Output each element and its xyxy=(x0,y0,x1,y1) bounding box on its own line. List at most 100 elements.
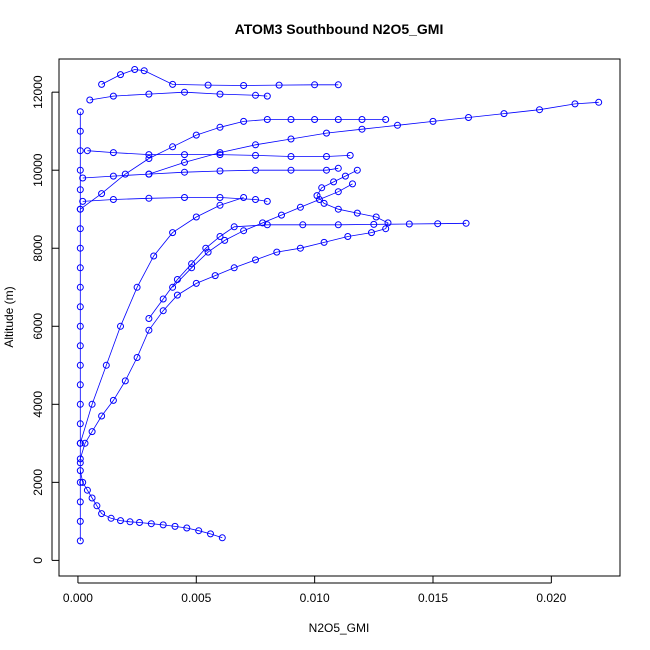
data-point xyxy=(252,151,259,159)
data-point xyxy=(216,201,224,209)
data-point xyxy=(216,123,224,131)
data-point xyxy=(88,494,96,502)
data-point xyxy=(147,520,155,528)
data-point xyxy=(76,205,84,213)
y-axis-label: Altitude (m) xyxy=(2,286,16,347)
data-point xyxy=(98,190,106,198)
data-point xyxy=(145,326,153,334)
data-point xyxy=(273,248,281,256)
data-point xyxy=(216,149,224,157)
data-point xyxy=(109,396,117,404)
data-point xyxy=(136,519,143,526)
data-point xyxy=(76,283,84,291)
data-point xyxy=(252,91,259,99)
data-point xyxy=(133,283,141,291)
data-point xyxy=(76,108,84,116)
data-point xyxy=(76,400,84,408)
data-point xyxy=(145,90,153,98)
data-point xyxy=(86,96,94,104)
data-point xyxy=(145,170,153,178)
data-point xyxy=(109,149,117,157)
data-point xyxy=(368,229,375,237)
y-tick-label: 2000 xyxy=(31,469,45,496)
x-tick-label: 0.020 xyxy=(536,591,566,605)
data-point xyxy=(98,412,106,420)
series-line xyxy=(80,119,386,210)
data-point xyxy=(434,220,442,228)
data-point xyxy=(211,272,219,280)
data-point xyxy=(102,361,110,369)
data-point xyxy=(230,264,238,272)
data-point xyxy=(83,486,91,494)
data-point xyxy=(181,194,188,201)
data-point xyxy=(334,81,342,89)
series-line xyxy=(148,101,599,175)
data-point xyxy=(171,522,179,530)
data-point xyxy=(334,205,342,213)
data-point xyxy=(240,194,248,201)
series-line xyxy=(79,197,244,444)
data-point xyxy=(188,260,196,268)
series-line xyxy=(82,197,268,202)
data-point xyxy=(358,116,366,123)
data-point xyxy=(334,188,342,196)
data-point xyxy=(76,322,84,330)
series-9 xyxy=(79,164,342,182)
data-point xyxy=(311,116,319,123)
data-point xyxy=(287,135,295,143)
data-point xyxy=(311,81,319,89)
x-axis-label: N2O5_GMI xyxy=(309,621,370,635)
data-point xyxy=(159,295,167,303)
data-point xyxy=(252,196,259,203)
data-point xyxy=(76,478,84,486)
data-point xyxy=(169,80,177,88)
data-point xyxy=(299,221,307,229)
x-tick-label: 0.005 xyxy=(181,591,211,605)
data-point xyxy=(131,66,139,73)
data-point xyxy=(221,236,229,244)
data-point xyxy=(145,315,153,322)
data-point xyxy=(150,252,158,260)
data-point xyxy=(76,361,84,369)
data-point xyxy=(76,381,84,389)
data-point xyxy=(76,459,84,467)
data-point xyxy=(76,537,84,545)
series-line xyxy=(79,169,389,460)
data-point xyxy=(252,141,259,149)
data-point xyxy=(76,147,84,155)
data-point xyxy=(192,213,200,221)
data-point xyxy=(216,151,224,159)
data-point xyxy=(76,439,84,447)
data-point xyxy=(252,166,259,174)
data-point xyxy=(88,400,96,408)
data-point xyxy=(109,196,117,203)
data-point xyxy=(76,517,84,525)
data-point xyxy=(195,527,203,535)
data-point xyxy=(133,354,141,361)
chart-title: ATOM3 Southbound N2O5_GMI xyxy=(235,21,444,37)
data-point xyxy=(384,219,392,227)
data-point xyxy=(216,167,224,175)
data-point xyxy=(218,534,226,542)
data-point xyxy=(278,211,285,219)
series-8 xyxy=(86,88,271,104)
data-point xyxy=(372,213,380,221)
data-point xyxy=(79,174,87,182)
data-point xyxy=(169,283,177,291)
series-12 xyxy=(76,194,248,447)
data-point xyxy=(169,229,177,237)
data-point xyxy=(275,81,283,89)
data-point xyxy=(240,227,248,235)
data-point xyxy=(216,233,224,240)
y-tick-label: 6000 xyxy=(31,313,45,340)
data-point xyxy=(571,100,579,108)
data-point xyxy=(121,377,129,385)
data-point xyxy=(334,221,342,229)
data-point xyxy=(173,291,181,299)
data-point xyxy=(207,530,214,538)
data-point xyxy=(159,521,167,529)
data-point xyxy=(595,98,603,106)
data-point xyxy=(76,303,84,311)
data-point xyxy=(121,170,129,178)
data-point xyxy=(192,131,200,139)
